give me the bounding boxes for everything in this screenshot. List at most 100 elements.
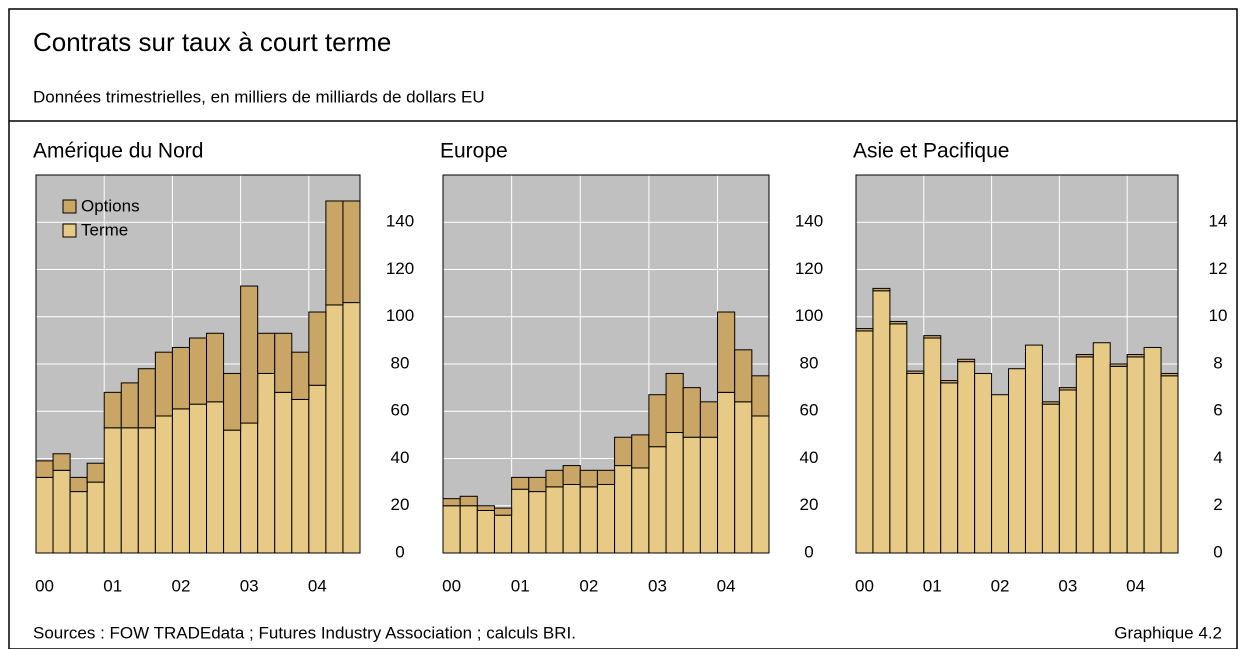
x-tick-label: 04 [308, 576, 327, 595]
bar-segment [86, 462, 105, 483]
bar-segment [120, 427, 139, 554]
panel-title: Europe [440, 140, 508, 163]
bar-segment [1109, 365, 1128, 554]
panel-title: Asie et Pacifique [853, 140, 1009, 163]
bar-segment [69, 491, 88, 554]
bar-segment [35, 460, 54, 478]
bar-segment [511, 476, 530, 490]
bar-segment [734, 401, 753, 554]
y-tick-label: 60 [391, 401, 410, 420]
bar-segment [308, 311, 327, 386]
bar-segment [751, 375, 770, 417]
bar-segment [476, 505, 495, 511]
bar-segment [459, 495, 478, 507]
source: Sources : FOW TRADEdata ; Futures Indust… [33, 623, 576, 642]
bar-segment [957, 358, 976, 363]
y-tick-label: 0 [804, 542, 813, 561]
y-tick-label: 6 [1213, 401, 1222, 420]
y-tick-label: 120 [386, 259, 414, 278]
bar-segment [1058, 387, 1077, 391]
bar-segment [889, 323, 908, 554]
y-tick-label: 120 [795, 259, 823, 278]
bar-segment [906, 370, 925, 374]
bar-segment [274, 332, 293, 393]
y-tick-label: 0 [1213, 542, 1222, 561]
bar-segment [957, 361, 976, 554]
bar-segment [579, 486, 598, 554]
bar-segment [940, 382, 959, 554]
y-tick-label: 20 [391, 495, 410, 514]
bar-segment [257, 332, 276, 374]
bar-segment [614, 436, 633, 467]
bar-segment [171, 346, 190, 410]
bar-segment [734, 349, 753, 403]
bar-segment [476, 509, 495, 554]
x-tick-label: 00 [35, 576, 54, 595]
legend-label: Terme [81, 220, 128, 239]
bar-segment [223, 429, 242, 554]
y-tick-label: 100 [795, 306, 823, 325]
x-tick-label: 00 [442, 576, 461, 595]
y-tick-label: 8 [1213, 353, 1222, 372]
y-tick-label: 140 [795, 212, 823, 231]
bar-segment [308, 384, 327, 554]
bar-segment [52, 453, 71, 471]
bar-segment [206, 401, 225, 554]
bar-segment [1160, 372, 1179, 377]
bar-segment [648, 394, 667, 448]
frame [8, 8, 1238, 649]
bar-segment [974, 372, 993, 554]
bar-segment [855, 330, 874, 554]
bar-segment [511, 488, 530, 554]
bar-segment [631, 434, 650, 469]
x-tick-label: 03 [240, 576, 259, 595]
bar-segment [855, 328, 874, 332]
y-tick-label: 60 [800, 401, 819, 420]
plot-border [35, 174, 361, 554]
x-tick-label: 04 [1126, 576, 1145, 595]
y-tick-label: 14 [1209, 212, 1228, 231]
x-tick-label: 02 [579, 576, 598, 595]
bar-segment [545, 486, 564, 554]
bar-segment [240, 285, 259, 424]
y-tick-label: 2 [1213, 495, 1222, 514]
bar-segment [717, 311, 736, 393]
bar-segment [614, 465, 633, 554]
bar-segment [545, 469, 564, 488]
bar-segment [1092, 342, 1111, 554]
bar-segment [493, 507, 513, 516]
title: Contrats sur taux à court terme [33, 27, 391, 57]
plot-border [442, 174, 770, 554]
x-tick-label: 04 [717, 576, 736, 595]
bar-segment [291, 351, 310, 400]
bar-segment [699, 401, 719, 438]
y-tick-label: 20 [800, 495, 819, 514]
bar-segment [872, 290, 891, 554]
x-tick-label: 01 [103, 576, 122, 595]
y-tick-label: 10 [1209, 306, 1228, 325]
bar-segment [291, 398, 310, 554]
bar-segment [442, 498, 461, 507]
x-tick-label: 03 [648, 576, 667, 595]
bar-segment [923, 335, 942, 339]
bar-segment [648, 446, 667, 554]
bar-segment [528, 491, 547, 554]
bar-segment [240, 422, 259, 554]
bar-segment [342, 200, 361, 304]
bar-segment [562, 465, 581, 485]
y-tick-label: 80 [391, 353, 410, 372]
bar-segment [1008, 368, 1026, 554]
bar-segment [257, 372, 276, 554]
y-tick-label: 80 [800, 353, 819, 372]
plot-border [855, 174, 1179, 554]
legend-swatch [62, 199, 77, 214]
bar-segment [188, 337, 208, 405]
bar-segment [325, 200, 344, 306]
bar-segment [528, 476, 547, 493]
bar-segment [154, 351, 173, 417]
legend-label: Options [81, 196, 140, 215]
bar-segment [596, 469, 616, 485]
bar-segment [1143, 346, 1162, 554]
x-tick-label: 02 [991, 576, 1010, 595]
x-tick-label: 01 [511, 576, 530, 595]
